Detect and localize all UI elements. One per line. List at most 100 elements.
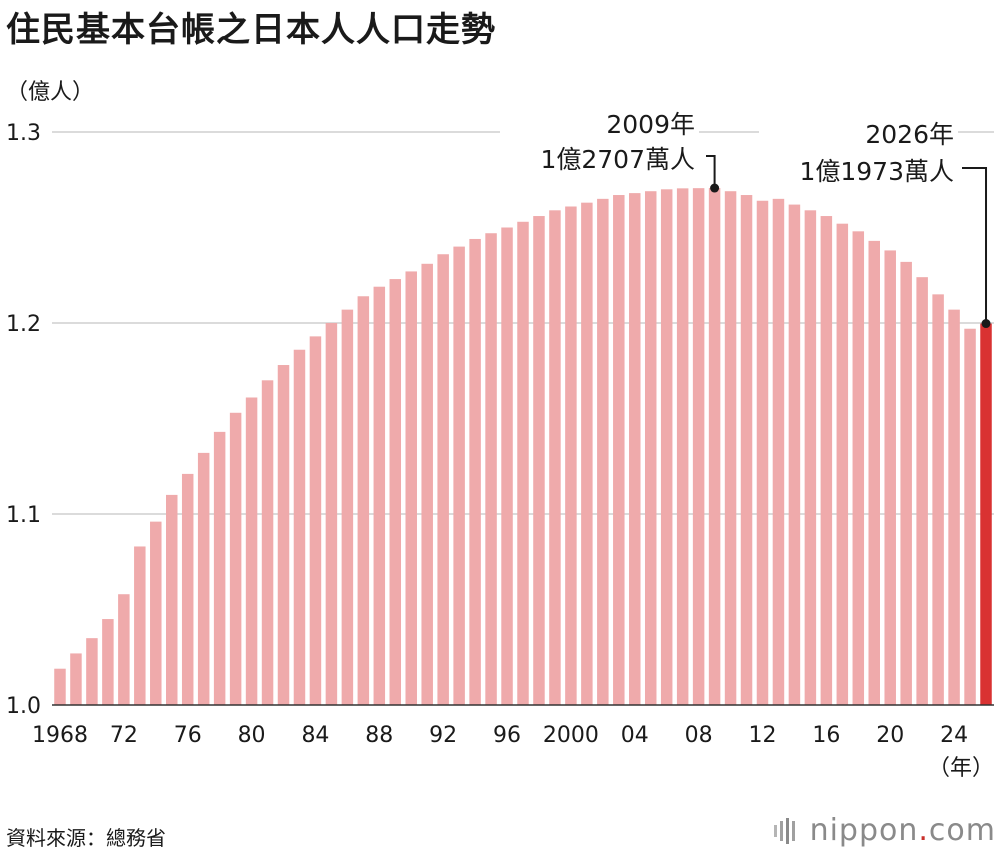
x-tick-label: 12 [748, 723, 776, 748]
bar-1977 [197, 452, 210, 705]
bar-2015 [804, 210, 817, 705]
bar-1981 [261, 380, 274, 705]
x-tick-label: 20 [876, 723, 904, 748]
annotation-label-bg [759, 115, 958, 192]
logo-bars-icon [773, 817, 795, 844]
annotation-label-bg [500, 105, 699, 180]
bar-1986 [341, 309, 354, 705]
annotation-marker [981, 319, 991, 329]
y-tick-label-bg [0, 309, 46, 337]
bar-2012 [756, 200, 769, 705]
bar-2002 [597, 198, 609, 705]
y-tick-label-bg [0, 118, 46, 146]
bar-1969 [70, 653, 82, 705]
bar-1985 [325, 323, 338, 705]
bar-2000 [565, 206, 577, 706]
x-tick-label: 08 [685, 723, 713, 748]
bar-2023 [932, 294, 944, 705]
bar-2016 [820, 216, 833, 706]
x-tick-label: 96 [493, 723, 521, 748]
bar-2013 [772, 198, 785, 705]
annotation-year: 2026年 [865, 120, 954, 149]
bar-1975 [165, 494, 178, 705]
x-tick-label: 76 [174, 723, 202, 748]
bar-2017 [836, 223, 849, 705]
bar-1999 [549, 210, 561, 705]
bar-1973 [134, 546, 146, 705]
x-tick-label: 88 [365, 723, 393, 748]
annotation-population: 1億1973萬人 [799, 157, 954, 186]
bar-2010 [724, 191, 737, 705]
y-tick-label-bg [0, 691, 46, 719]
logo-name: nippon [809, 813, 919, 848]
x-tick-label: 16 [812, 723, 840, 748]
bar-1993 [453, 246, 465, 705]
bar-2021 [900, 261, 912, 705]
bar-1997 [517, 221, 529, 705]
bar-1971 [102, 619, 114, 705]
bar-2001 [581, 202, 593, 706]
annotation-population: 1億2707萬人 [540, 145, 695, 174]
bar-1996 [501, 227, 513, 705]
bar-1968 [54, 668, 66, 705]
bar-1995 [485, 233, 497, 706]
x-axis-unit-label: （年） [928, 756, 994, 781]
y-tick-label: 1.2 [6, 312, 41, 337]
bar-1983 [293, 349, 306, 705]
bar-1990 [405, 271, 417, 705]
bar-1980 [245, 397, 258, 705]
bar-1970 [86, 638, 98, 705]
bar-1979 [229, 412, 242, 705]
x-tick-label: 24 [940, 723, 968, 748]
logo-suffix: com [928, 813, 996, 848]
bar-2026 [980, 323, 992, 705]
nippon-com-logo: nippon.com [773, 813, 996, 848]
bar-2022 [916, 277, 928, 705]
bar-1994 [469, 238, 481, 705]
annotation-marker [710, 183, 720, 193]
bar-1972 [118, 594, 130, 705]
bar-2008 [692, 188, 705, 706]
bar-1987 [357, 296, 370, 705]
annotation-leader-line [962, 167, 988, 324]
x-tick-label: 80 [238, 723, 266, 748]
bar-2007 [676, 188, 689, 706]
y-tick-label: 1.0 [6, 694, 41, 719]
bar-1988 [373, 286, 386, 705]
bar-1982 [277, 365, 290, 705]
bar-2020 [884, 250, 896, 706]
bar-1991 [421, 263, 433, 705]
logo-wordmark: nippon.com [810, 813, 996, 848]
bar-1976 [181, 473, 194, 705]
x-tick-label: 2000 [543, 723, 599, 748]
bar-2006 [660, 189, 673, 706]
x-tick-label: 72 [110, 723, 138, 748]
annotation-leader-line [706, 155, 716, 189]
bar-1984 [309, 336, 322, 705]
x-tick-label: 1968 [32, 723, 88, 748]
y-tick-label: 1.1 [6, 503, 41, 528]
bar-2009 [708, 188, 721, 706]
y-tick-label: 1.3 [6, 121, 41, 146]
bar-1989 [389, 279, 402, 705]
logo-dot: . [918, 813, 929, 848]
bar-2004 [629, 193, 641, 705]
bar-2011 [740, 195, 753, 705]
y-axis-unit-label: （億人） [6, 80, 95, 105]
x-tick-label: 84 [301, 723, 329, 748]
bar-2005 [644, 191, 657, 705]
x-tick-label: 04 [621, 723, 649, 748]
bar-chart: 1.0 1.1 1.2 1.3 1968 72 76 80 84 88 92 96 2000 04 08 12… [0, 105, 994, 781]
bar-2014 [788, 204, 801, 705]
bar-1998 [533, 216, 545, 706]
bar-2019 [868, 240, 881, 705]
bar-2024 [948, 309, 960, 705]
chart-title: 住民基本台帳之日本人人口走勢 [6, 10, 496, 50]
bar-2003 [613, 195, 625, 705]
bar-1978 [213, 431, 226, 705]
bar-2025 [964, 328, 976, 705]
annotation-year: 2009年 [606, 110, 695, 139]
source-note: 資料來源：總務省 [6, 826, 166, 850]
x-tick-label: 92 [429, 723, 457, 748]
bar-1974 [150, 521, 162, 705]
